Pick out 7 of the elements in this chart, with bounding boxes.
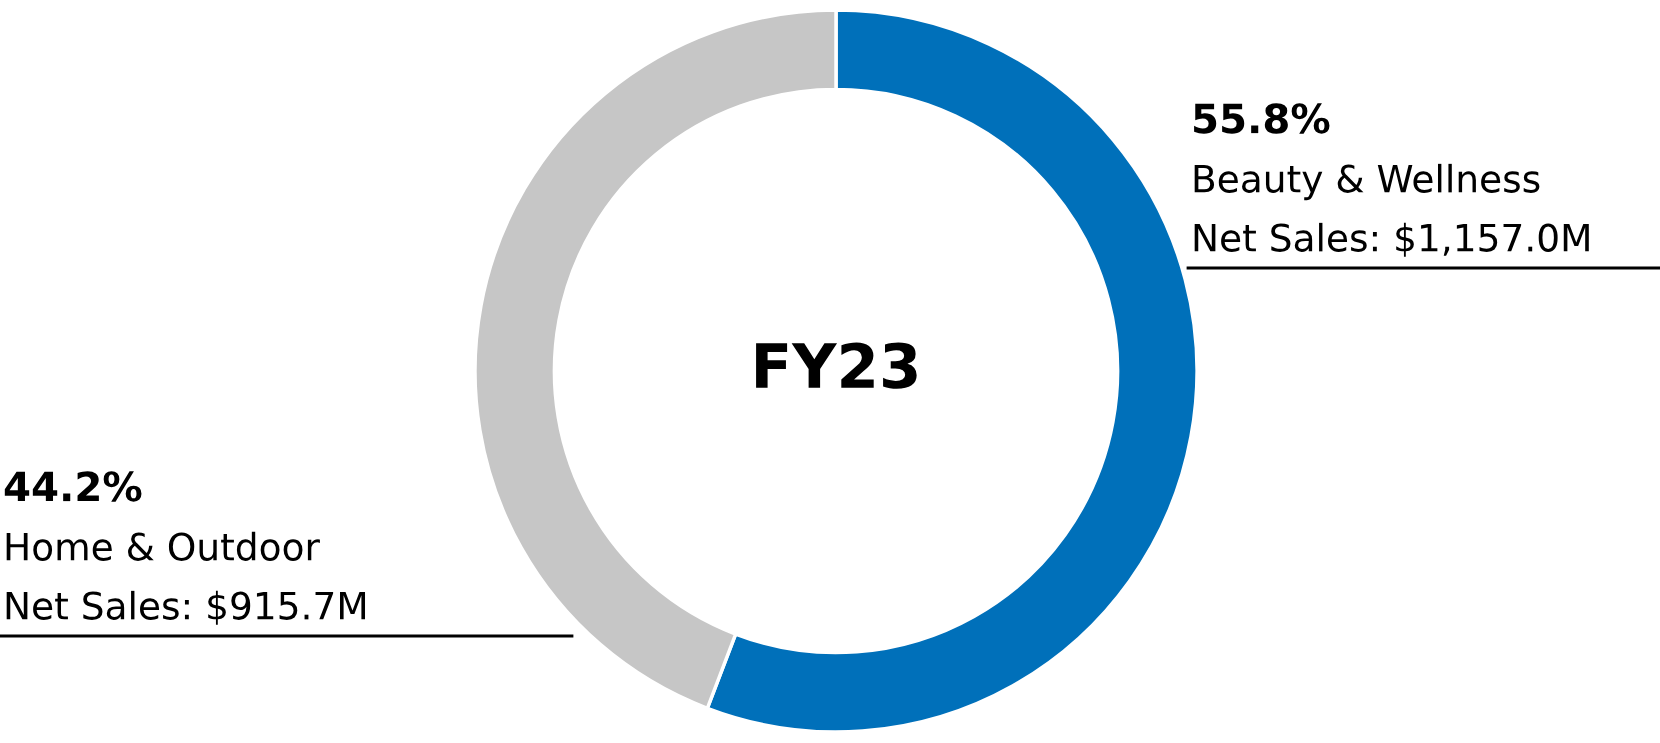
text: FY23	[756, 342, 917, 389]
slice-label: Home & Outdoor	[6, 531, 320, 561]
slice-label: Beauty & Wellness	[1194, 163, 1540, 201]
data-label: 55.8%	[1194, 103, 1330, 134]
text: Net Sales: $1,157.0M	[1194, 222, 1589, 257]
data-label: 44.2%	[4, 471, 142, 502]
text: Net Sales: $915.7M	[6, 590, 366, 625]
